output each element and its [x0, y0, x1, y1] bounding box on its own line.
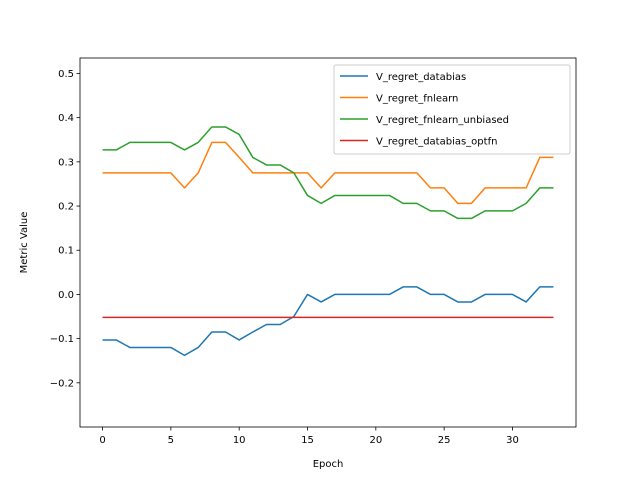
x-tick-label: 30	[506, 435, 519, 446]
y-tick-label: 0.0	[58, 290, 74, 301]
y-tick-label: 0.5	[58, 69, 74, 80]
y-axis-label: Metric Value	[19, 212, 30, 274]
x-tick-label: 20	[369, 435, 382, 446]
x-axis-label: Epoch	[313, 459, 344, 470]
series-lines	[102, 126, 554, 357]
y-tick-label: 0.2	[58, 202, 74, 213]
legend-label: V_regret_fnlearn	[376, 94, 458, 105]
x-tick-label: 15	[301, 435, 314, 446]
legend-label: V_regret_fnlearn_unbiased	[376, 115, 509, 126]
y-tick-label: −0.2	[50, 378, 74, 389]
legend: V_regret_databias V_regret_fnlearn V_regre…	[333, 64, 571, 155]
x-tick-label: 25	[438, 435, 451, 446]
series-line-V-regret-fnlearn	[102, 141, 554, 205]
y-tick-label: 0.1	[58, 246, 74, 257]
plot-frame	[79, 57, 577, 428]
y-axis-ticks: −0.2 −0.1 0.0 0.1 0.2 0.3 0.4 0.5	[50, 69, 80, 389]
legend-label: V_regret_databias	[376, 72, 466, 83]
y-tick-label: −0.1	[50, 334, 74, 345]
x-tick-label: 5	[168, 435, 174, 446]
x-tick-label: 0	[99, 435, 105, 446]
series-line-V-regret-databias	[102, 286, 554, 357]
x-axis-ticks: 0 5 10 15 20 25 30	[99, 427, 519, 446]
series-line-V-regret-fnlearn-unbiased	[102, 126, 554, 220]
legend-label: V_regret_databias_optfn	[376, 137, 497, 148]
y-tick-label: 0.4	[58, 113, 74, 124]
x-tick-label: 10	[233, 435, 246, 446]
legend-box	[333, 64, 571, 155]
y-tick-label: 0.3	[58, 157, 74, 168]
